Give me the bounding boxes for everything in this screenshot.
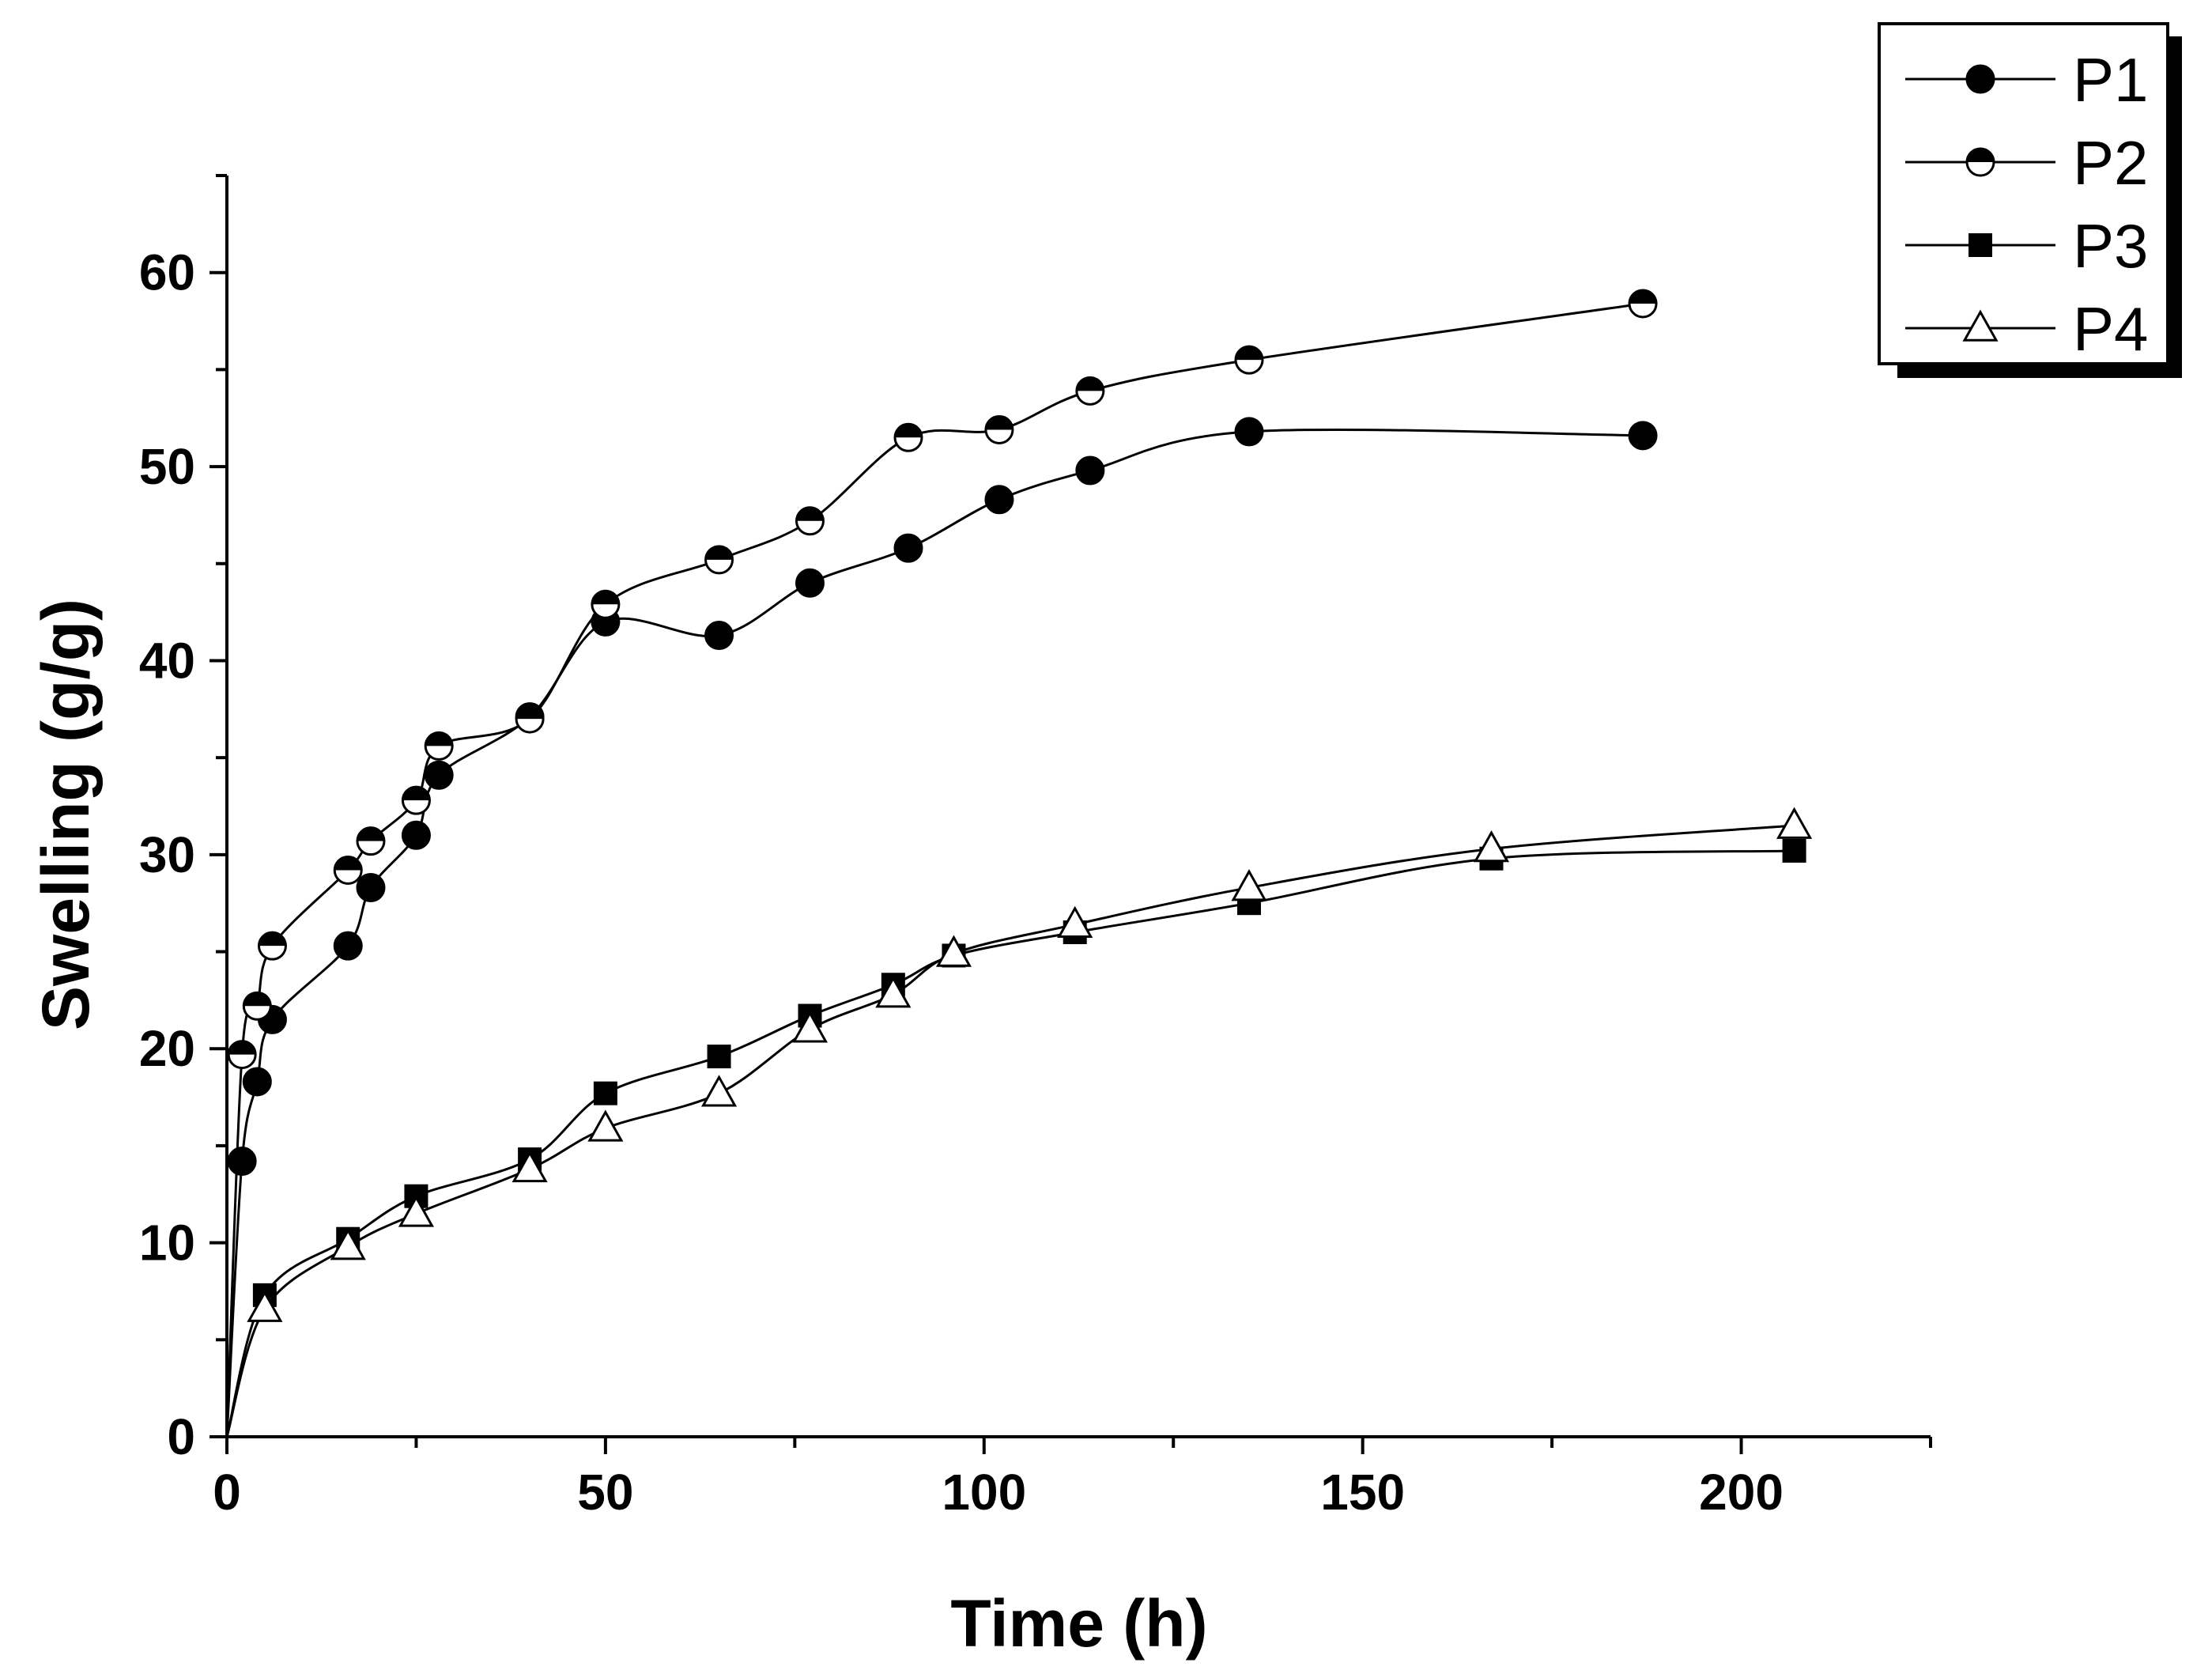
- point-p2: [984, 414, 1014, 444]
- point-p4: [511, 1150, 548, 1183]
- legend-label-p4: P4: [2073, 294, 2148, 364]
- point-p1: [1234, 417, 1264, 447]
- y-tick-label: 30: [139, 826, 195, 883]
- point-p3: [1782, 838, 1806, 863]
- point-p1: [893, 533, 923, 563]
- axes: 0 50 100 150 200 0 10 20 30 40 50 60: [139, 174, 1932, 1521]
- point-p4: [587, 1109, 624, 1142]
- x-tick-label: 100: [942, 1464, 1026, 1521]
- series-line-p1: [225, 428, 1644, 1438]
- point-p2: [1075, 376, 1105, 406]
- point-p4: [398, 1195, 435, 1227]
- legend-label-p3: P3: [2073, 211, 2148, 281]
- legend-marker-p1: [1965, 64, 1995, 94]
- point-p2: [242, 991, 272, 1021]
- point-p4: [330, 1228, 366, 1260]
- point-p1: [356, 873, 386, 903]
- point-p2: [424, 731, 454, 761]
- point-p2: [795, 506, 825, 536]
- legend: P1 P2 P3 P4: [1878, 22, 2182, 378]
- x-axis-title: Time (h): [950, 1586, 1207, 1661]
- y-tick-label: 60: [139, 244, 195, 301]
- point-p1: [1075, 455, 1105, 486]
- point-p4: [1231, 869, 1267, 901]
- point-p4: [1776, 807, 1813, 839]
- point-p4: [935, 935, 972, 967]
- point-p1: [227, 1147, 257, 1177]
- x-tick-label: 50: [577, 1464, 633, 1521]
- legend-marker-p3: [1969, 233, 1992, 257]
- legend-item-p2: P2: [1905, 128, 2148, 198]
- y-tick-label: 40: [139, 632, 195, 689]
- series-line-p4: [225, 824, 1795, 1438]
- legend-label-p1: P1: [2073, 45, 2148, 115]
- legend-item-p3: P3: [1905, 211, 2148, 281]
- point-p1: [1628, 421, 1658, 451]
- point-p2: [591, 589, 621, 619]
- point-p1: [401, 820, 431, 850]
- point-p4: [1057, 905, 1093, 938]
- point-p4: [700, 1075, 738, 1107]
- legend-label-p2: P2: [2073, 128, 2148, 198]
- y-axis-title: Swelling (g/g): [28, 599, 103, 1030]
- point-p2: [1234, 345, 1264, 375]
- point-p2: [515, 704, 545, 734]
- x-tick-label: 150: [1320, 1464, 1405, 1521]
- series-markers: [227, 289, 1813, 1322]
- point-p1: [795, 568, 825, 598]
- point-p3: [707, 1045, 731, 1069]
- y-tick-label: 10: [139, 1215, 195, 1272]
- series-lines: [225, 302, 1795, 1438]
- point-p2: [1628, 289, 1658, 319]
- y-tick-label: 50: [139, 438, 195, 495]
- legend-item-p4: P4: [1905, 294, 2148, 364]
- x-tick-label: 200: [1699, 1464, 1784, 1521]
- series-line-p2: [225, 302, 1644, 1438]
- point-p2: [356, 826, 386, 856]
- point-p1: [984, 485, 1014, 515]
- point-p1: [333, 931, 363, 961]
- point-p2: [401, 785, 431, 815]
- point-p2: [704, 545, 734, 575]
- legend-marker-p4: [1962, 309, 1999, 342]
- point-p2: [227, 1040, 257, 1070]
- point-p3: [593, 1081, 617, 1105]
- point-p4: [1473, 830, 1510, 863]
- legend-item-p1: P1: [1905, 45, 2148, 115]
- legend-box: [1878, 22, 2169, 365]
- y-tick-label: 0: [167, 1408, 195, 1465]
- point-p4: [875, 976, 912, 1008]
- point-p1: [424, 760, 454, 790]
- y-tick-label: 20: [139, 1020, 195, 1077]
- point-p2: [333, 855, 363, 885]
- point-p2: [893, 422, 923, 452]
- x-tick-label: 0: [213, 1464, 241, 1521]
- legend-marker-p2: [1965, 147, 1995, 177]
- point-p4: [247, 1290, 283, 1322]
- point-p1: [704, 621, 734, 651]
- point-p1: [242, 1067, 272, 1097]
- point-p2: [257, 931, 287, 961]
- point-p4: [791, 1011, 829, 1043]
